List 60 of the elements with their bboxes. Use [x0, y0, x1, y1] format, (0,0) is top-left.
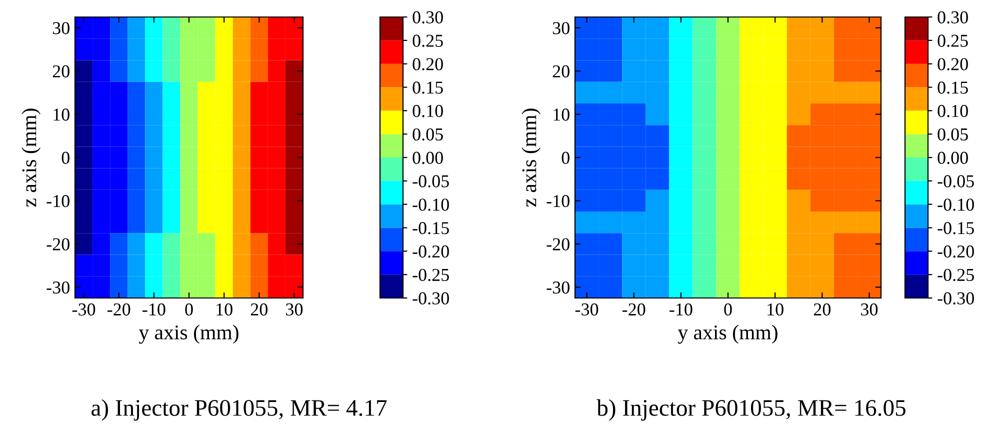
color-bar-label: 0.05	[412, 128, 443, 141]
color-bar-label: -0.10	[412, 198, 449, 211]
color-bar-label: -0.20	[412, 245, 449, 258]
x-tick-label: 0	[185, 303, 193, 316]
y-axis-title: z axis (mm)	[22, 108, 41, 207]
color-bar-label: -0.05	[412, 175, 449, 188]
y-tick-label: -30	[546, 281, 570, 294]
color-bar-label: 0.20	[412, 58, 443, 70]
x-tick-label: -10	[142, 303, 166, 316]
x-tick-label: -20	[622, 303, 646, 316]
y-tick-label: -10	[546, 194, 570, 208]
x-tick-label: 0	[724, 303, 732, 316]
color-bar-label: -0.15	[938, 222, 974, 234]
y-tick-label: -30	[46, 281, 70, 294]
y-tick-label: -20	[546, 238, 570, 250]
y-axis-title: z axis (mm)	[522, 108, 541, 207]
y-tick-label: 30	[552, 22, 570, 34]
color-bar-label: -0.10	[938, 198, 974, 211]
y-tick-label: 0	[562, 152, 570, 164]
color-bar-label: 0.30	[938, 11, 968, 24]
color-bar-label: 0.25	[412, 34, 443, 47]
x-tick-label: -30	[72, 303, 96, 316]
color-bar-label: 0.15	[412, 82, 443, 94]
y-tick-label: 10	[554, 108, 570, 121]
y-tick-label: 20	[552, 65, 570, 78]
color-bar-label: 0.05	[938, 128, 968, 141]
color-bar-label: 0.10	[938, 104, 968, 118]
color-bar-label: 0.20	[938, 58, 968, 70]
x-axis-title: y axis (mm)	[138, 324, 238, 344]
color-bar-label: -0.15	[412, 222, 449, 234]
y-tick-label: -20	[46, 238, 70, 250]
x-axis-title: y axis (mm)	[678, 324, 778, 344]
color-bar-label: 0.00	[938, 152, 968, 164]
x-tick-label: -20	[107, 303, 130, 316]
color-bar-label: -0.25	[412, 268, 449, 282]
x-tick-label: 30	[286, 303, 303, 316]
y-tick-label: -10	[46, 194, 70, 208]
color-bar-label: -0.25	[938, 268, 974, 282]
x-tick-label: 30	[861, 303, 878, 316]
y-tick-label: 10	[54, 108, 70, 121]
x-tick-label: 20	[250, 303, 268, 316]
color-bar-label: 0.15	[938, 82, 968, 94]
text: b) Injector P601055, MR= 16.05	[596, 399, 906, 421]
color-bar-label: 0.25	[938, 34, 968, 47]
color-bar-label: -0.30	[412, 292, 449, 305]
x-tick-label: 20	[814, 303, 830, 316]
x-tick-label: 10	[768, 303, 784, 316]
text: a) Injector P601055, MR= 4.17	[92, 399, 387, 421]
x-tick-label: 10	[216, 303, 232, 316]
color-bar-label: 0.30	[412, 11, 443, 24]
y-tick-label: 20	[52, 65, 70, 78]
color-bar-label: 0.00	[412, 152, 443, 164]
color-bar-label: 0.10	[412, 104, 443, 118]
x-tick-label: -30	[575, 303, 598, 316]
y-tick-label: 30	[52, 22, 70, 34]
color-bar-label: -0.05	[938, 175, 974, 188]
color-bar-label: -0.20	[938, 245, 974, 258]
x-tick-label: -10	[670, 303, 692, 316]
y-tick-label: 0	[62, 152, 70, 164]
color-bar-label: -0.30	[938, 292, 974, 305]
